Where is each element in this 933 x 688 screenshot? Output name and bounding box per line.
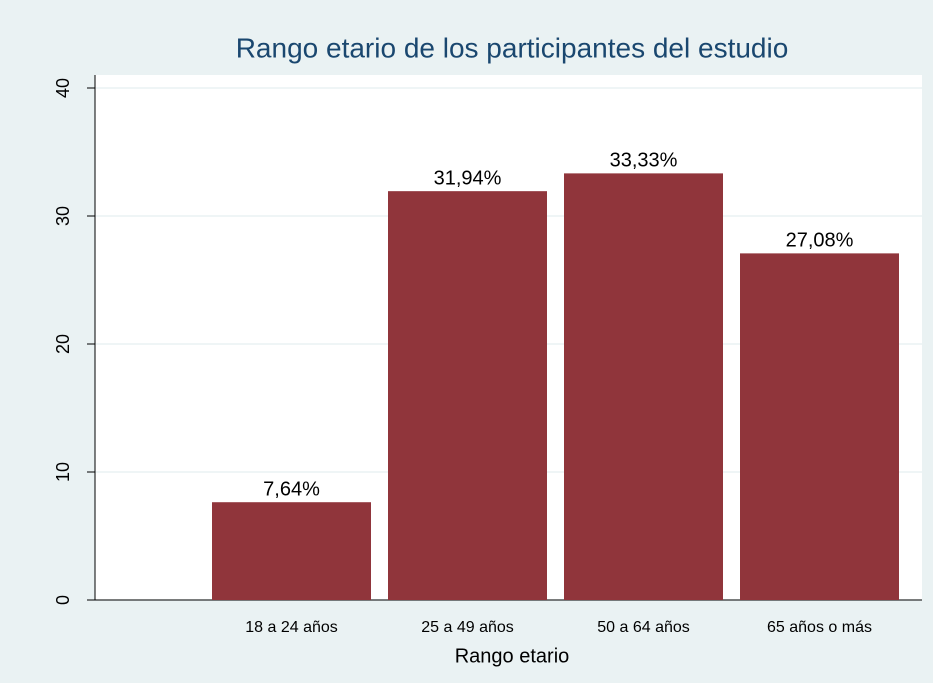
y-tick-label: 0: [53, 595, 73, 605]
bar: [212, 502, 371, 600]
x-tick-label: 18 a 24 años: [245, 619, 338, 636]
y-tick-label: 40: [53, 78, 73, 98]
value-label: 7,64%: [263, 478, 320, 500]
value-label: 27,08%: [786, 230, 854, 252]
bar: [388, 191, 547, 600]
bar: [564, 173, 723, 600]
y-tick-label: 30: [53, 206, 73, 226]
chart-title: Rango etario de los participantes del es…: [236, 32, 789, 63]
x-axis-label: Rango etario: [455, 645, 570, 667]
bar: [740, 253, 899, 600]
x-tick-label: 25 a 49 años: [421, 619, 514, 636]
value-label: 33,33%: [610, 150, 678, 172]
y-tick-label: 10: [53, 462, 73, 482]
x-tick-label: 65 años o más: [767, 619, 872, 636]
value-label: 31,94%: [434, 167, 502, 189]
x-tick-label: 50 a 64 años: [597, 619, 690, 636]
y-tick-label: 20: [53, 334, 73, 354]
